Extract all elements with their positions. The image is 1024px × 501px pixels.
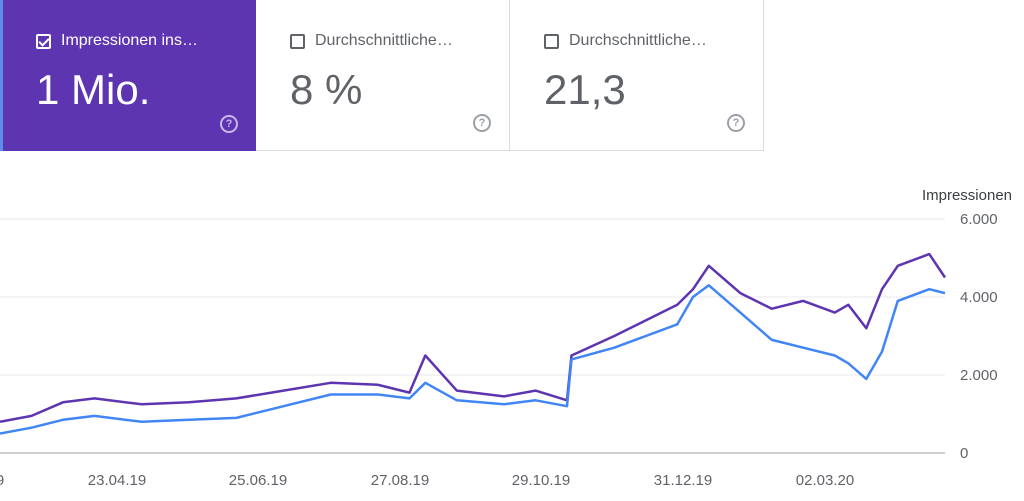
series-line: [0, 252, 947, 424]
y-tick-label: 4.000: [960, 289, 998, 306]
y-axis-title: Impressionen: [922, 187, 1012, 204]
metric-label: Durchschnittliche…: [315, 32, 453, 49]
y-tick-label: 2.000: [960, 367, 998, 384]
metric-value: 21,3: [544, 66, 626, 113]
x-tick-label: 23.04.19: [88, 472, 146, 489]
metric-label: Impressionen ins…: [61, 32, 198, 49]
metric-card-header: Impressionen ins…: [36, 32, 198, 50]
help-icon[interactable]: ?: [727, 114, 745, 132]
x-tick-label: 02.03.20: [796, 472, 854, 489]
series-line: [0, 284, 946, 435]
help-icon[interactable]: ?: [220, 115, 238, 133]
x-tick-label: 27.08.19: [371, 472, 429, 489]
checkbox-checked-icon[interactable]: [36, 33, 51, 49]
metric-card-average-position[interactable]: Durchschnittliche… 21,3 ?: [510, 0, 764, 151]
metric-label: Durchschnittliche…: [569, 32, 707, 49]
y-tick-label: 0: [960, 445, 968, 462]
metric-card-average-ctr[interactable]: Durchschnittliche… 8 % ?: [256, 0, 510, 151]
checkbox-unchecked-icon[interactable]: [544, 33, 559, 49]
metric-card-impressions[interactable]: Impressionen ins… 1 Mio. ?: [0, 0, 256, 151]
x-tick-label: 25.06.19: [229, 472, 287, 489]
metric-card-header: Durchschnittliche…: [290, 32, 453, 50]
x-tick-label: 9: [0, 472, 4, 489]
metric-value: 1 Mio.: [36, 66, 151, 113]
x-tick-label: 31.12.19: [654, 472, 712, 489]
metric-value: 8 %: [290, 66, 363, 113]
y-tick-label: 6.000: [960, 211, 998, 228]
checkbox-unchecked-icon[interactable]: [290, 33, 305, 49]
metric-card-header: Durchschnittliche…: [544, 32, 707, 50]
impressions-chart: Impressionen 6.000 4.000 2.000 0 9 23.04.19 25.…: [0, 187, 1012, 489]
metric-cards: Impressionen ins… 1 Mio. ? Durchschnittl…: [0, 0, 764, 151]
x-tick-label: 29.10.19: [512, 472, 570, 489]
help-icon[interactable]: ?: [473, 114, 491, 132]
